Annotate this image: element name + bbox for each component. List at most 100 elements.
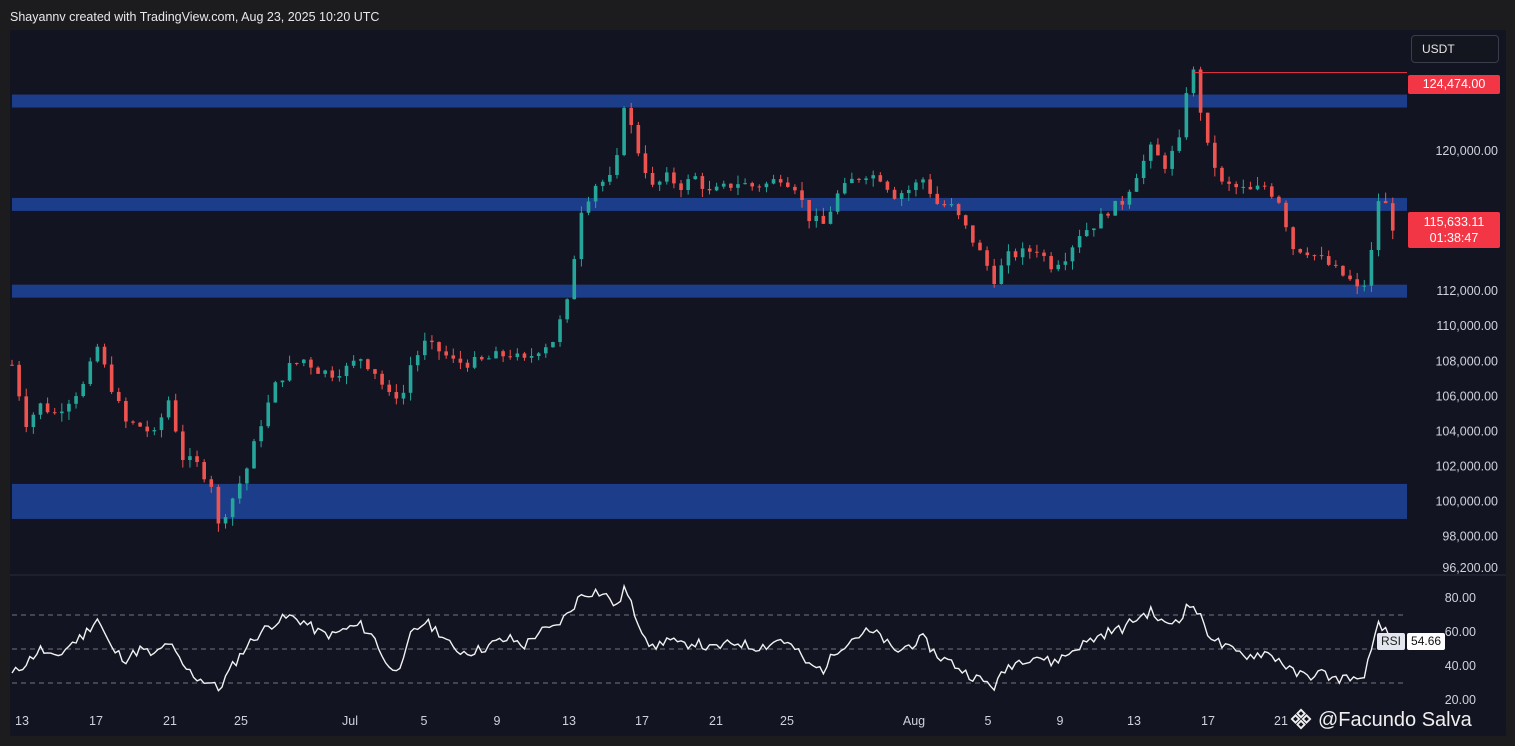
candle-body	[1070, 247, 1075, 262]
rsi-legend-value: 54.66	[1407, 633, 1446, 650]
candle-body	[465, 362, 470, 368]
candle-body	[159, 417, 164, 431]
candle-body	[536, 353, 541, 356]
candle-body	[1326, 256, 1331, 265]
candle-body	[423, 340, 427, 356]
candle-body	[74, 396, 78, 404]
candle-body	[558, 319, 562, 343]
candle-body	[999, 265, 1004, 284]
candle-body	[415, 355, 420, 366]
price-axis-label: 96,200.00	[1442, 561, 1498, 575]
candle-body	[878, 175, 883, 182]
candle-body	[857, 178, 861, 180]
candle-body	[622, 108, 626, 156]
time-axis-label: 13	[15, 714, 29, 728]
author-watermark: @Facundo Salva	[1290, 706, 1472, 734]
candle-body	[1127, 191, 1132, 205]
candle-body	[259, 426, 263, 442]
candle-body	[245, 468, 249, 484]
candle-body	[1390, 203, 1395, 231]
candle-body	[842, 183, 847, 194]
candle-body	[166, 400, 171, 418]
candle-body	[351, 360, 356, 366]
candle-body	[45, 403, 50, 413]
candle-body	[302, 359, 306, 364]
candle-body	[935, 193, 940, 204]
candle-body	[494, 351, 498, 359]
candle-body	[778, 179, 783, 183]
time-axis-label: 17	[1201, 714, 1215, 728]
candle-body	[1248, 186, 1253, 190]
candle-body	[985, 250, 989, 266]
candle-body	[636, 124, 641, 154]
candle-body	[1369, 249, 1374, 286]
candle-body	[88, 361, 93, 384]
candle-body	[1056, 264, 1061, 270]
candle-body	[273, 382, 278, 403]
candle-body	[1305, 252, 1310, 256]
candle-body	[1213, 142, 1217, 168]
candle-body	[1042, 252, 1046, 257]
candle-body	[408, 365, 413, 393]
currency-button[interactable]: USDT	[1411, 35, 1499, 63]
candle-body	[223, 517, 228, 524]
candle-body	[1120, 200, 1125, 205]
candle-body	[1227, 181, 1231, 184]
candle-body	[515, 353, 520, 358]
candle-body	[586, 201, 591, 213]
price-axis-label: 110,000.00	[1436, 319, 1498, 333]
candle-body	[109, 364, 114, 392]
candle-body	[643, 153, 648, 173]
candle-body	[81, 383, 85, 397]
chart-caption: Shayannv created with TradingView.com, A…	[10, 10, 380, 24]
candle-body	[1013, 251, 1018, 258]
candle-body	[1334, 264, 1338, 266]
candle-body	[949, 204, 954, 206]
candle-body	[906, 189, 911, 194]
candle-body	[1298, 249, 1303, 253]
rsi-line	[11, 583, 1394, 692]
rsi-axis-label: 60.00	[1445, 625, 1476, 639]
candle-body	[1084, 230, 1089, 237]
candle-body	[266, 402, 271, 427]
candle-body	[1348, 275, 1352, 280]
time-axis-label: 25	[780, 714, 794, 728]
candle-body	[743, 183, 747, 185]
candle-body	[978, 242, 982, 251]
candle-body	[544, 347, 548, 354]
candle-body	[1312, 255, 1317, 257]
candle-body	[1262, 185, 1267, 187]
candle-body	[188, 456, 192, 461]
candle-body	[1063, 261, 1068, 265]
candle-body	[173, 400, 178, 432]
candle-body	[807, 200, 811, 222]
time-axis-label: 25	[234, 714, 248, 728]
candle-body	[1049, 256, 1053, 270]
candle-body	[736, 184, 740, 188]
candle-body	[124, 401, 128, 422]
candle-body	[145, 426, 150, 432]
candle-body	[793, 186, 797, 191]
candle-body	[1006, 251, 1011, 266]
candle-body	[750, 183, 755, 187]
price-axis-label: 100,000.00	[1435, 494, 1498, 508]
candle-body	[437, 342, 441, 352]
candle-body	[664, 172, 669, 182]
candle-body	[1134, 178, 1139, 192]
time-axis-label: 21	[1274, 714, 1288, 728]
last-price-value: 115,633.11	[1423, 215, 1485, 229]
candle-body	[971, 225, 975, 243]
time-axis-label: 9	[1057, 714, 1064, 728]
price-chart[interactable]: 120,000.00 112,000.00 110,000.00 108,000.00…	[10, 30, 1506, 736]
candle-body	[850, 178, 854, 184]
candle-body	[31, 414, 36, 428]
candle-body	[373, 369, 377, 374]
candle-body	[992, 265, 996, 284]
candle-body	[835, 193, 840, 212]
candle-body	[1092, 228, 1096, 231]
candle-body	[714, 186, 719, 191]
candle-body	[1362, 285, 1367, 287]
candle-body	[1284, 202, 1288, 228]
candle-body	[565, 299, 569, 320]
candle-body	[38, 403, 43, 415]
